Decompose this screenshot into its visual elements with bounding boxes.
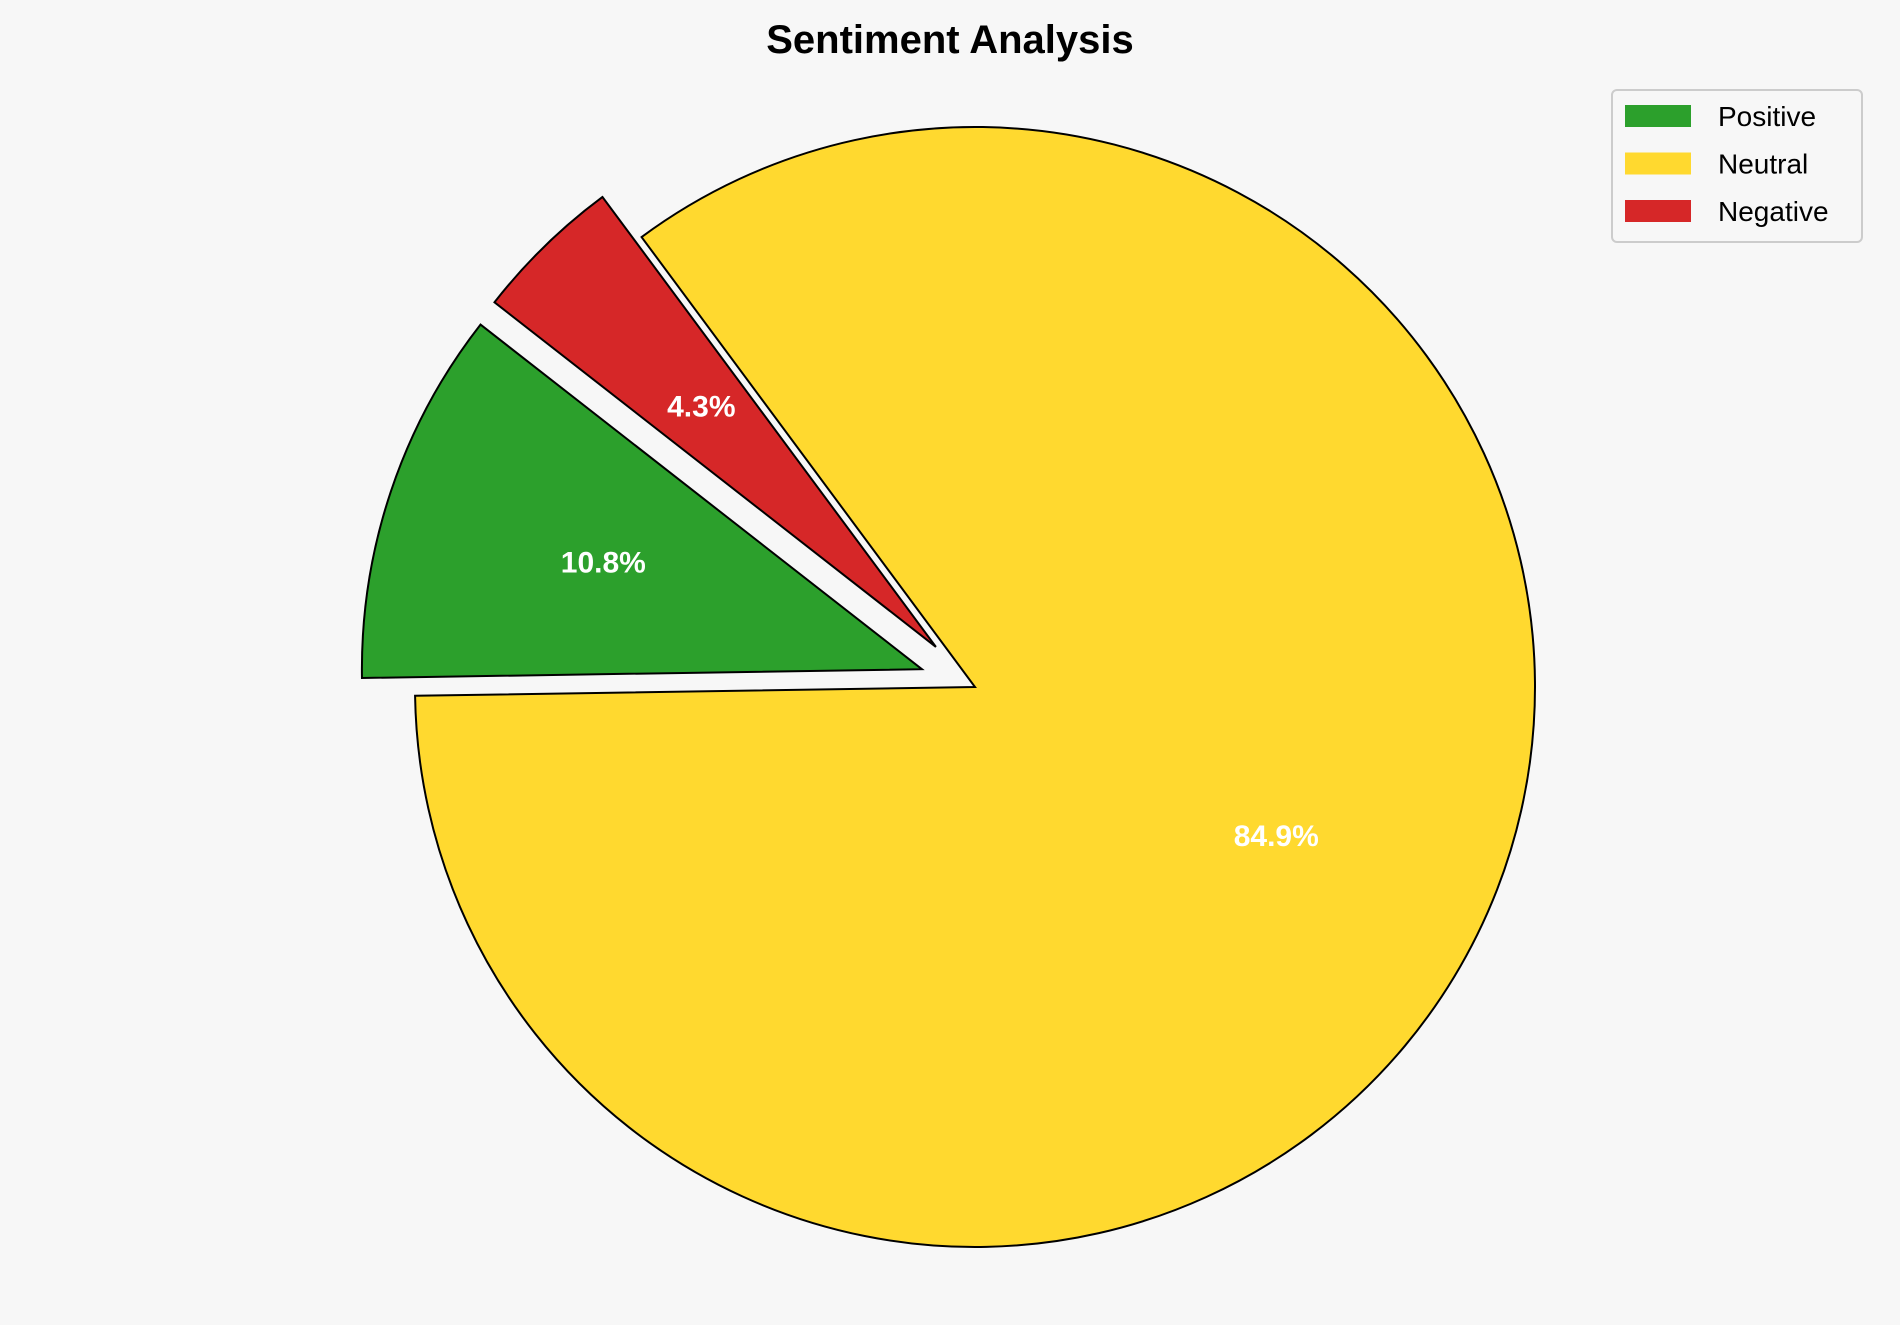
slice-label-neutral: 84.9%: [1234, 820, 1319, 853]
legend: Positive Neutral Negative: [1611, 89, 1863, 243]
legend-label-negative: Negative: [1718, 196, 1829, 227]
legend-label-neutral: Neutral: [1718, 149, 1808, 180]
legend-label-positive: Positive: [1718, 101, 1816, 132]
slice-label-positive: 10.8%: [561, 546, 646, 579]
slice-label-negative: 4.3%: [667, 390, 735, 423]
legend-swatch-negative: [1625, 200, 1691, 222]
chart-title: Sentiment Analysis: [766, 18, 1134, 62]
legend-swatch-positive: [1625, 105, 1691, 127]
pie-slice-positive: [360, 323, 925, 680]
pie-slice-neutral: [414, 126, 1536, 1248]
pie-slice-negative: [493, 195, 937, 648]
legend-swatch-neutral: [1625, 152, 1691, 175]
